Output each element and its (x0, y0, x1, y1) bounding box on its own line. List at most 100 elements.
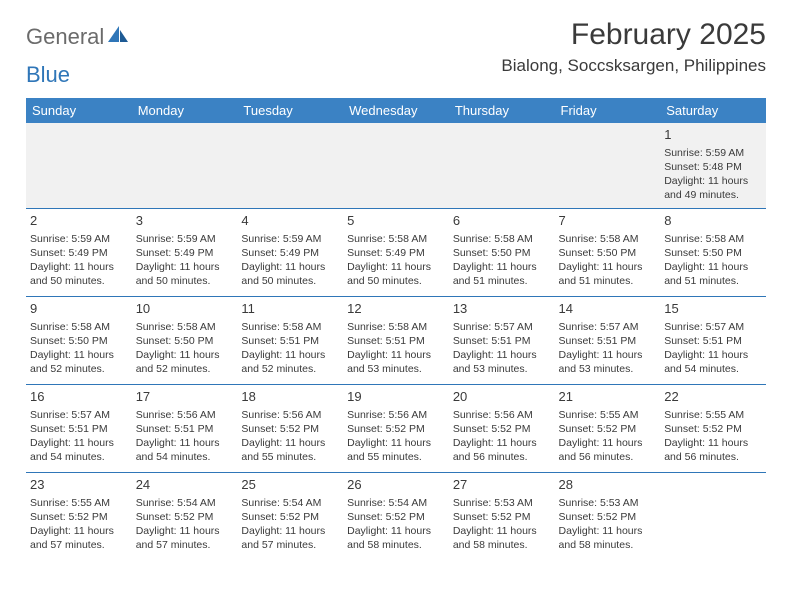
sunset-text: Sunset: 5:51 PM (136, 422, 234, 436)
sunset-text: Sunset: 5:51 PM (664, 334, 762, 348)
sunset-text: Sunset: 5:49 PM (30, 246, 128, 260)
sunrise-text: Sunrise: 5:56 AM (347, 408, 445, 422)
sunset-text: Sunset: 5:52 PM (347, 422, 445, 436)
day-number: 3 (136, 212, 234, 230)
daylight-text: Daylight: 11 hours and 53 minutes. (347, 348, 445, 376)
day-header: Friday (555, 98, 661, 123)
sunrise-text: Sunrise: 5:59 AM (241, 232, 339, 246)
daylight-text: Daylight: 11 hours and 50 minutes. (136, 260, 234, 288)
daylight-text: Daylight: 11 hours and 58 minutes. (453, 524, 551, 552)
calendar-day-cell: 10Sunrise: 5:58 AMSunset: 5:50 PMDayligh… (132, 297, 238, 385)
day-number: 27 (453, 476, 551, 494)
calendar-day-cell: 21Sunrise: 5:55 AMSunset: 5:52 PMDayligh… (555, 385, 661, 473)
daylight-text: Daylight: 11 hours and 54 minutes. (664, 348, 762, 376)
sunrise-text: Sunrise: 5:58 AM (347, 232, 445, 246)
sunset-text: Sunset: 5:52 PM (30, 510, 128, 524)
sunset-text: Sunset: 5:51 PM (453, 334, 551, 348)
sunrise-text: Sunrise: 5:58 AM (241, 320, 339, 334)
daylight-text: Daylight: 11 hours and 50 minutes. (241, 260, 339, 288)
sunset-text: Sunset: 5:52 PM (136, 510, 234, 524)
day-number: 7 (559, 212, 657, 230)
day-number: 15 (664, 300, 762, 318)
daylight-text: Daylight: 11 hours and 53 minutes. (559, 348, 657, 376)
sunset-text: Sunset: 5:52 PM (241, 422, 339, 436)
daylight-text: Daylight: 11 hours and 50 minutes. (30, 260, 128, 288)
sunset-text: Sunset: 5:50 PM (136, 334, 234, 348)
calendar-day-cell: 14Sunrise: 5:57 AMSunset: 5:51 PMDayligh… (555, 297, 661, 385)
daylight-text: Daylight: 11 hours and 51 minutes. (664, 260, 762, 288)
day-number: 9 (30, 300, 128, 318)
sunset-text: Sunset: 5:52 PM (559, 510, 657, 524)
day-number: 4 (241, 212, 339, 230)
day-number: 11 (241, 300, 339, 318)
sunrise-text: Sunrise: 5:57 AM (664, 320, 762, 334)
day-number: 25 (241, 476, 339, 494)
sunset-text: Sunset: 5:52 PM (453, 422, 551, 436)
daylight-text: Daylight: 11 hours and 57 minutes. (30, 524, 128, 552)
daylight-text: Daylight: 11 hours and 52 minutes. (241, 348, 339, 376)
day-number: 21 (559, 388, 657, 406)
sunset-text: Sunset: 5:50 PM (559, 246, 657, 260)
sunrise-text: Sunrise: 5:55 AM (559, 408, 657, 422)
sunrise-text: Sunrise: 5:54 AM (136, 496, 234, 510)
calendar-day-cell: 22Sunrise: 5:55 AMSunset: 5:52 PMDayligh… (660, 385, 766, 473)
daylight-text: Daylight: 11 hours and 50 minutes. (347, 260, 445, 288)
day-number: 13 (453, 300, 551, 318)
calendar-day-cell: 23Sunrise: 5:55 AMSunset: 5:52 PMDayligh… (26, 473, 132, 561)
day-number: 19 (347, 388, 445, 406)
sunset-text: Sunset: 5:50 PM (453, 246, 551, 260)
day-number: 20 (453, 388, 551, 406)
day-header: Thursday (449, 98, 555, 123)
day-number: 28 (559, 476, 657, 494)
day-header-row: SundayMondayTuesdayWednesdayThursdayFrid… (26, 98, 766, 123)
daylight-text: Daylight: 11 hours and 56 minutes. (559, 436, 657, 464)
calendar-day-cell: 24Sunrise: 5:54 AMSunset: 5:52 PMDayligh… (132, 473, 238, 561)
sunset-text: Sunset: 5:49 PM (241, 246, 339, 260)
day-number: 26 (347, 476, 445, 494)
sunset-text: Sunset: 5:51 PM (241, 334, 339, 348)
day-number: 14 (559, 300, 657, 318)
sunrise-text: Sunrise: 5:57 AM (30, 408, 128, 422)
calendar-day-cell: 26Sunrise: 5:54 AMSunset: 5:52 PMDayligh… (343, 473, 449, 561)
calendar-week-row: 16Sunrise: 5:57 AMSunset: 5:51 PMDayligh… (26, 385, 766, 473)
day-number: 17 (136, 388, 234, 406)
calendar-day-cell: 2Sunrise: 5:59 AMSunset: 5:49 PMDaylight… (26, 209, 132, 297)
sunrise-text: Sunrise: 5:53 AM (453, 496, 551, 510)
sunrise-text: Sunrise: 5:58 AM (453, 232, 551, 246)
calendar-day-cell (343, 123, 449, 209)
sunrise-text: Sunrise: 5:56 AM (136, 408, 234, 422)
calendar-day-cell: 20Sunrise: 5:56 AMSunset: 5:52 PMDayligh… (449, 385, 555, 473)
sunrise-text: Sunrise: 5:54 AM (347, 496, 445, 510)
sunrise-text: Sunrise: 5:59 AM (664, 146, 762, 160)
sunrise-text: Sunrise: 5:59 AM (136, 232, 234, 246)
day-number: 5 (347, 212, 445, 230)
calendar-week-row: 2Sunrise: 5:59 AMSunset: 5:49 PMDaylight… (26, 209, 766, 297)
calendar-day-cell: 15 Sunrise: 5:57 AMSunset: 5:51 PMDayligh… (660, 297, 766, 385)
calendar-day-cell (132, 123, 238, 209)
calendar-day-cell: 9Sunrise: 5:58 AMSunset: 5:50 PMDaylight… (26, 297, 132, 385)
sunset-text: Sunset: 5:49 PM (136, 246, 234, 260)
day-number: 24 (136, 476, 234, 494)
calendar-day-cell: 11 Sunrise: 5:58 AMSunset: 5:51 PMDayligh… (237, 297, 343, 385)
sunset-text: Sunset: 5:50 PM (30, 334, 128, 348)
day-number: 8 (664, 212, 762, 230)
sunset-text: Sunset: 5:52 PM (347, 510, 445, 524)
sunrise-text: Sunrise: 5:55 AM (30, 496, 128, 510)
day-number: 16 (30, 388, 128, 406)
daylight-text: Daylight: 11 hours and 51 minutes. (453, 260, 551, 288)
daylight-text: Daylight: 11 hours and 56 minutes. (664, 436, 762, 464)
day-header: Wednesday (343, 98, 449, 123)
month-title: February 2025 (501, 18, 766, 52)
sunrise-text: Sunrise: 5:53 AM (559, 496, 657, 510)
day-header: Monday (132, 98, 238, 123)
location-subtitle: Bialong, Soccsksargen, Philippines (501, 56, 766, 76)
calendar-day-cell: 8Sunrise: 5:58 AMSunset: 5:50 PMDaylight… (660, 209, 766, 297)
sunrise-text: Sunrise: 5:56 AM (241, 408, 339, 422)
calendar-table: SundayMondayTuesdayWednesdayThursdayFrid… (26, 98, 766, 561)
day-number: 1 (664, 126, 762, 144)
daylight-text: Daylight: 11 hours and 56 minutes. (453, 436, 551, 464)
sunset-text: Sunset: 5:51 PM (30, 422, 128, 436)
day-number: 12 (347, 300, 445, 318)
daylight-text: Daylight: 11 hours and 54 minutes. (136, 436, 234, 464)
day-number: 2 (30, 212, 128, 230)
